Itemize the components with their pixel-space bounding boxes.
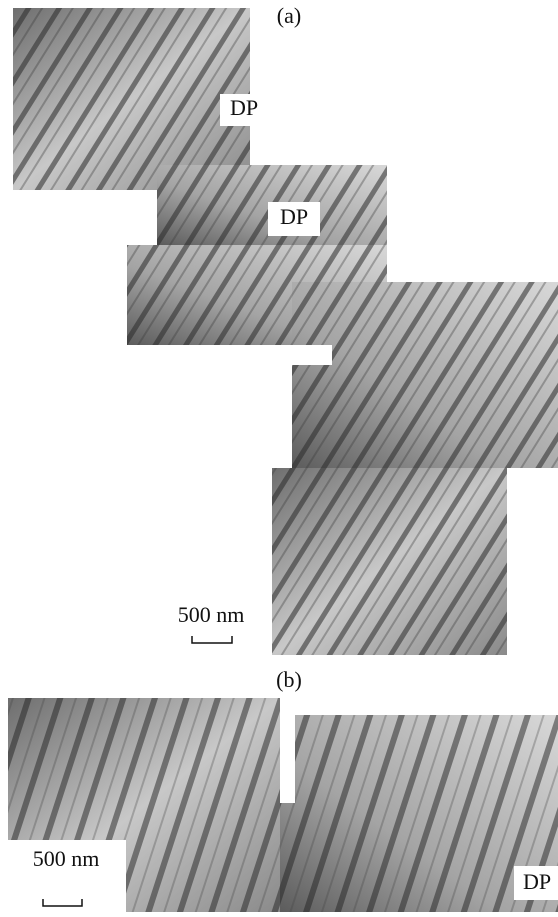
micrograph-b [8, 698, 558, 912]
scale-bar-label: 500 nm [178, 602, 245, 627]
annotation: DP [280, 204, 308, 229]
label-box [220, 94, 268, 126]
annotation: DP [523, 869, 551, 894]
scale-bar [42, 899, 83, 907]
panel-label: (b) [276, 667, 302, 692]
label-box [514, 866, 558, 900]
annotation: DP [230, 95, 258, 120]
label-box [8, 840, 126, 912]
scale-bar-label: 500 nm [33, 846, 100, 871]
panel-label: (a) [277, 3, 301, 28]
scale-bar [191, 636, 233, 644]
label-box [268, 202, 320, 236]
micrograph-a [13, 8, 558, 655]
